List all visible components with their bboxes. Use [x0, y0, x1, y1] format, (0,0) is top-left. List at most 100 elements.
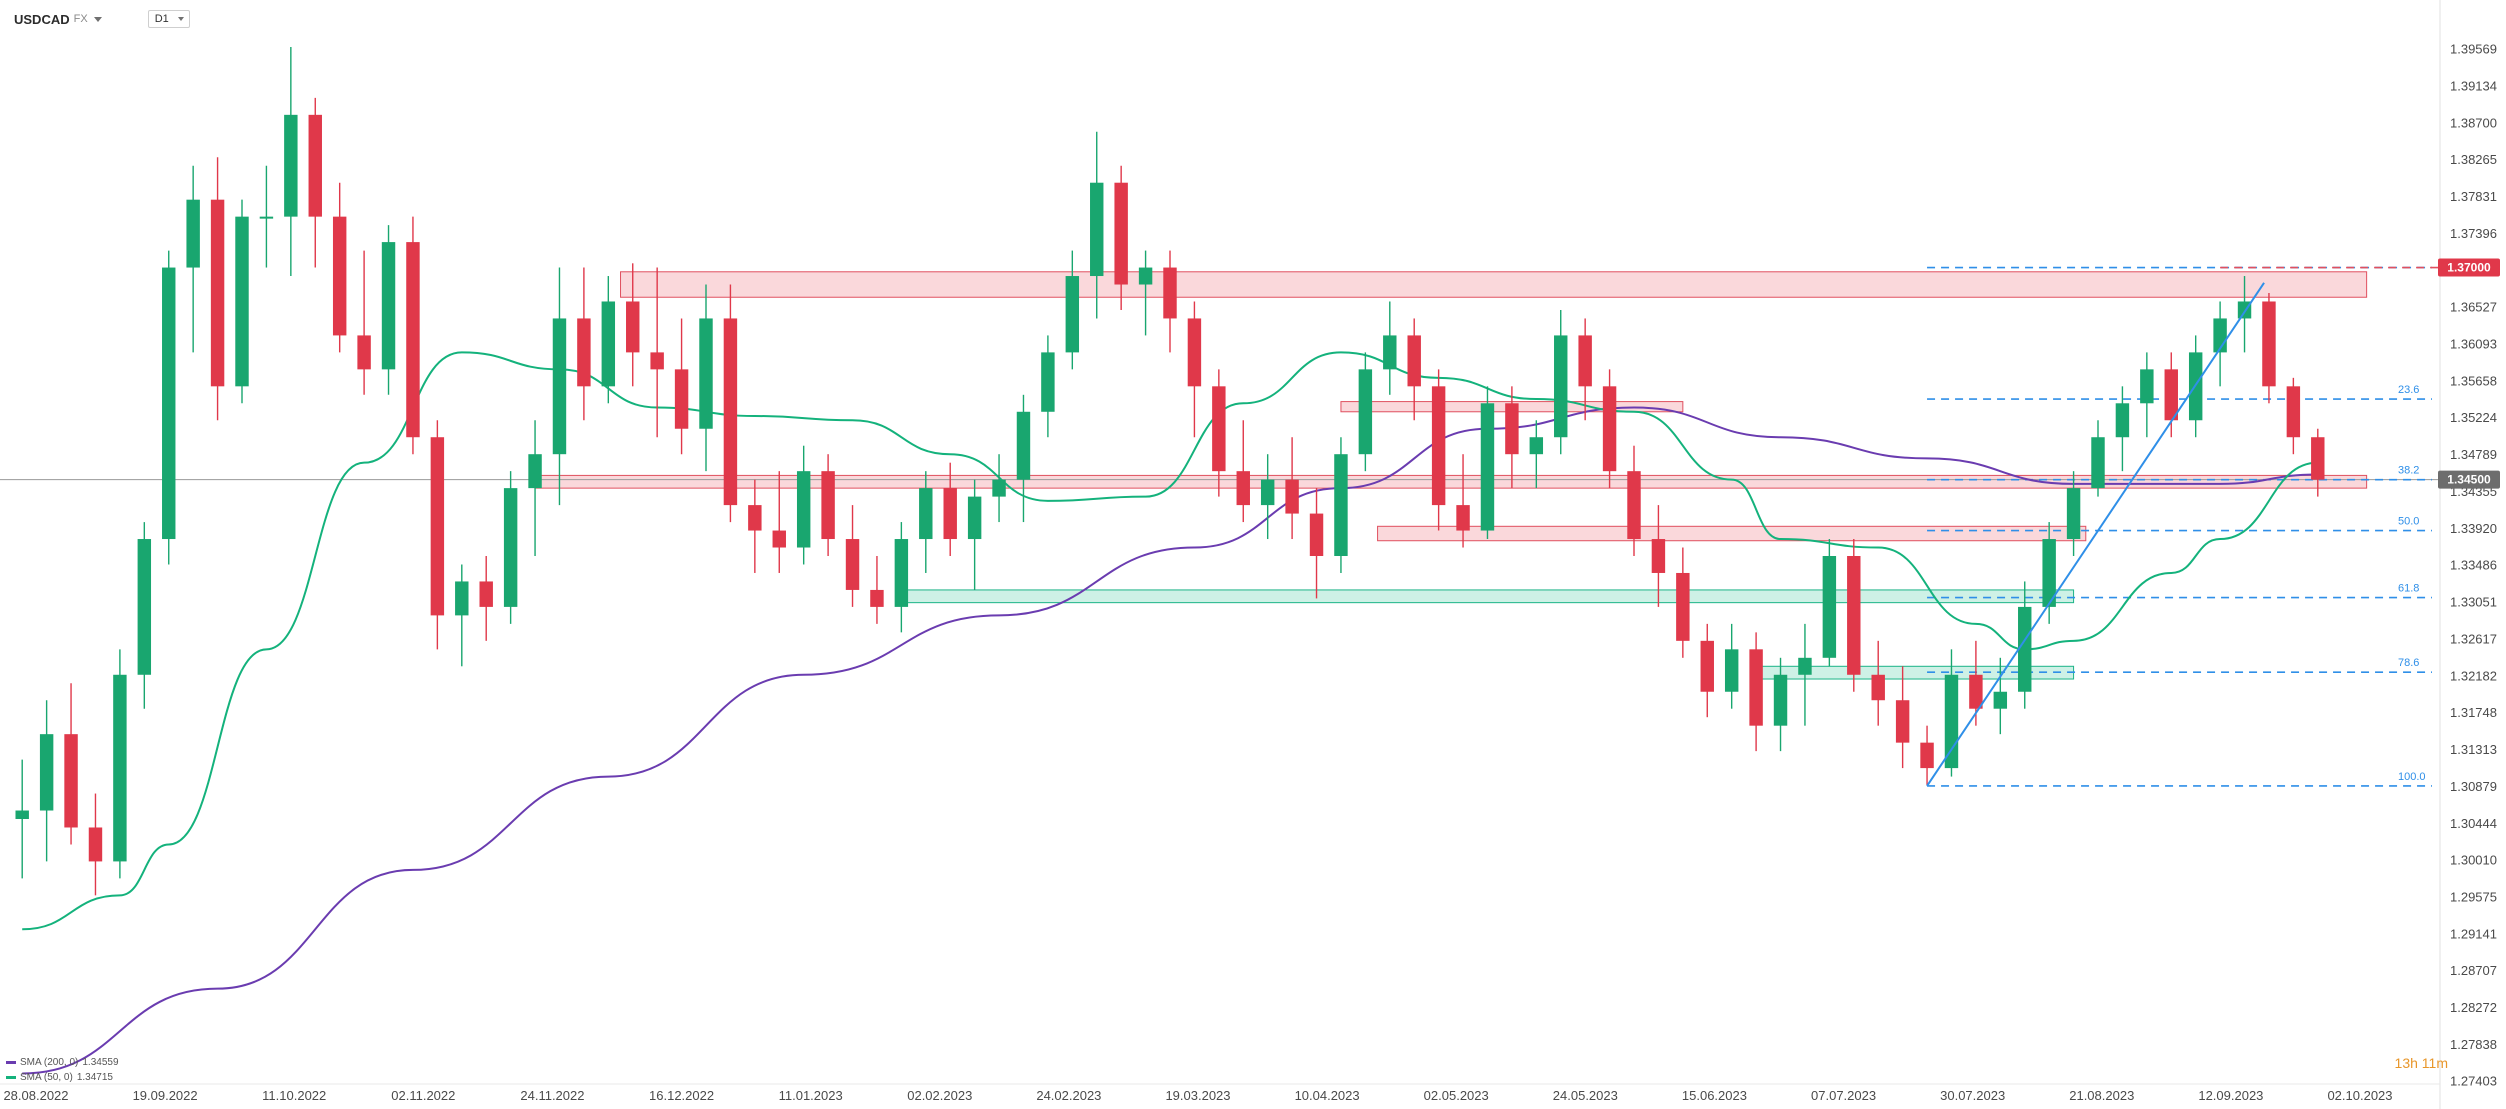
- y-tick-label: 1.34789: [2450, 447, 2497, 462]
- sma200-line: [22, 406, 2318, 1075]
- candle-body: [1724, 649, 1739, 692]
- candle-body: [1358, 369, 1373, 455]
- y-tick-label: 1.29141: [2450, 926, 2497, 941]
- x-tick-label: 07.07.2023: [1811, 1088, 1876, 1103]
- x-tick-label: 24.11.2022: [520, 1088, 584, 1103]
- symbol-name[interactable]: USDCAD: [14, 11, 70, 27]
- y-tick-label: 1.32182: [2450, 668, 2497, 683]
- candle-body: [503, 488, 518, 607]
- resistance-zone: [1377, 525, 2087, 542]
- candle-body: [430, 437, 445, 616]
- candle-body: [1627, 471, 1641, 540]
- candle-body: [235, 216, 249, 387]
- candle-body: [2311, 437, 2325, 480]
- candle-body: [1554, 335, 1568, 438]
- candle-body: [2262, 301, 2276, 387]
- x-tick-label: 12.09.2023: [2198, 1088, 2263, 1103]
- candle-body: [674, 369, 689, 429]
- candle-body: [1822, 556, 1837, 658]
- fib-level-label: 78.6: [2398, 657, 2419, 669]
- indicator-legend-sma200[interactable]: SMA (200, 0) 1.34559: [6, 1057, 119, 1068]
- x-tick-label: 02.05.2023: [1424, 1088, 1489, 1103]
- candle-body: [1773, 674, 1788, 726]
- candle-body: [1920, 742, 1934, 769]
- y-tick-label: 1.33920: [2450, 521, 2497, 536]
- candle-body: [113, 674, 127, 862]
- x-tick-label: 19.09.2022: [133, 1088, 198, 1103]
- candle-body: [1285, 479, 1299, 514]
- candle-body: [357, 335, 371, 370]
- candle-body: [162, 267, 176, 540]
- x-tick-label: 28.08.2022: [3, 1088, 68, 1103]
- candle-body: [796, 471, 811, 548]
- y-tick-label: 1.28707: [2450, 963, 2497, 978]
- candle-body: [186, 199, 200, 268]
- candle-body: [992, 479, 1006, 497]
- x-tick-label: 11.01.2023: [779, 1088, 843, 1103]
- candle-body: [2140, 369, 2154, 404]
- candle-body: [2115, 403, 2130, 438]
- x-tick-label: 02.11.2022: [391, 1088, 455, 1103]
- y-tick-label: 1.30879: [2450, 779, 2497, 794]
- candle-body: [210, 199, 225, 387]
- indicator-legend-sma50[interactable]: SMA (50, 0) 1.34715: [6, 1072, 113, 1083]
- market-suffix: FX: [73, 13, 88, 25]
- y-tick-label: 1.27838: [2450, 1037, 2497, 1052]
- sma50-line: [22, 351, 2318, 931]
- candle-body: [919, 488, 933, 540]
- y-tick-label: 1.38265: [2450, 152, 2497, 167]
- candle-body: [455, 581, 469, 616]
- y-tick-label: 1.36093: [2450, 336, 2497, 351]
- y-tick-label: 1.35658: [2450, 373, 2497, 388]
- candle-body: [137, 539, 152, 675]
- candle-body: [308, 114, 322, 217]
- candle-body: [1651, 539, 1666, 573]
- candle-body: [1138, 267, 1153, 285]
- resistance-price-tag-bg: [2438, 258, 2500, 277]
- x-tick-label: 30.07.2023: [1940, 1088, 2005, 1103]
- candle-body: [2042, 539, 2056, 607]
- candle-body: [381, 242, 396, 370]
- x-tick-label: 24.02.2023: [1036, 1088, 1101, 1103]
- candle-body: [1676, 572, 1690, 641]
- candle-body: [723, 318, 738, 506]
- y-tick-label: 1.29575: [2450, 889, 2497, 904]
- candle-body: [845, 539, 860, 590]
- candle-body: [1798, 657, 1812, 675]
- candle-body: [1163, 267, 1177, 319]
- y-tick-label: 1.30444: [2450, 816, 2497, 831]
- candle-body: [39, 734, 54, 811]
- candle-body: [1383, 335, 1397, 370]
- candle-body: [1578, 335, 1592, 387]
- candle-body: [1529, 437, 1544, 455]
- x-tick-label: 10.04.2023: [1295, 1088, 1360, 1103]
- candle-body: [943, 488, 957, 540]
- candle-body: [1749, 649, 1763, 726]
- y-tick-label: 1.33051: [2450, 595, 2497, 610]
- candle-body: [601, 301, 616, 387]
- x-tick-label: 02.10.2023: [2327, 1088, 2392, 1103]
- candle-body: [528, 454, 542, 489]
- candle-body: [1847, 556, 1861, 675]
- x-tick-label: 19.03.2023: [1165, 1088, 1230, 1103]
- candle-body: [1212, 386, 1226, 472]
- candle-body: [2066, 488, 2081, 540]
- candle-body: [1041, 352, 1055, 412]
- timeframe-select[interactable]: D1: [147, 10, 190, 28]
- candle-body: [2164, 369, 2178, 421]
- y-tick-label: 1.37831: [2450, 189, 2497, 204]
- candle-body: [1602, 386, 1617, 472]
- chart-header: USDCAD FX D1: [14, 8, 190, 30]
- candle-body: [406, 242, 420, 438]
- chevron-down-icon: [177, 17, 184, 21]
- candle-body: [1114, 182, 1128, 285]
- candle-body: [1700, 640, 1714, 692]
- fib-level-label: 100.0: [2398, 771, 2426, 783]
- candle-body: [1016, 411, 1031, 480]
- candle-body: [626, 301, 640, 353]
- y-tick-label: 1.37396: [2450, 226, 2497, 241]
- symbol-dropdown-icon[interactable]: [93, 16, 102, 22]
- candle-countdown: 13h 11m: [2394, 1055, 2448, 1071]
- candle-body: [699, 318, 713, 429]
